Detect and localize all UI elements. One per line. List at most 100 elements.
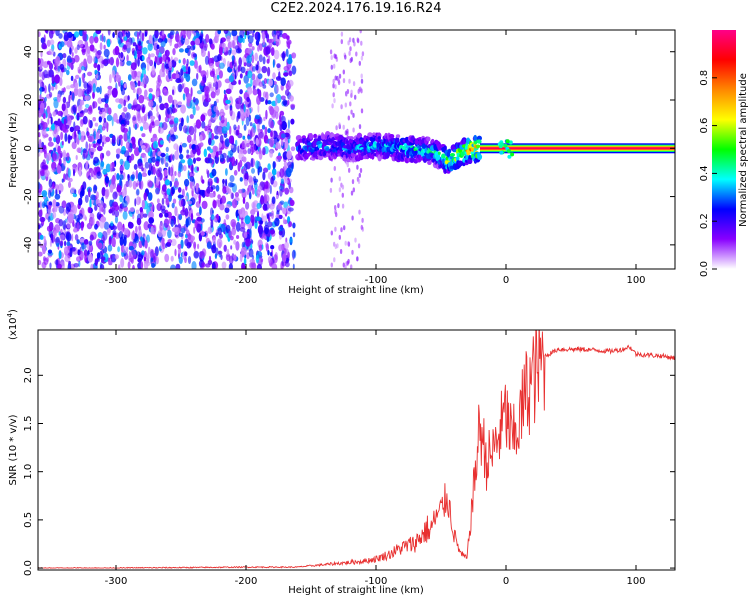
noise-speck [66,241,71,246]
noise-speck [191,78,198,87]
noise-speck [171,99,178,105]
noise-speck [247,30,253,34]
noise-speck [273,254,278,264]
noise-speck [48,189,52,199]
noise-speck [340,39,343,45]
noise-speck [193,226,196,234]
y-tick-label: 0 [23,145,34,151]
noise-speck [244,231,248,239]
noise-speck [164,179,170,186]
noise-speck [351,249,354,255]
noise-speck [216,177,220,184]
noise-speck [78,132,82,141]
noise-speck [123,234,127,240]
noise-speck [239,159,243,168]
noise-speck [238,189,243,194]
noise-speck [169,38,172,47]
noise-speck [59,41,65,48]
noise-speck [138,180,142,189]
noise-speck [49,262,52,269]
noise-speck [208,121,212,127]
noise-speck [94,205,98,211]
noise-speck [218,142,222,148]
noise-speck [118,39,122,45]
noise-speck [262,84,267,89]
noise-speck [140,126,144,132]
noise-speck [97,64,101,72]
noise-speck [150,53,155,58]
noise-speck [285,48,289,57]
noise-speck [281,261,287,267]
noise-speck [93,130,96,140]
noise-speck [247,35,254,44]
noise-speck [193,59,198,69]
noise-speck [270,130,273,138]
noise-speck [82,115,88,125]
noise-speck [136,71,142,78]
spectrogram-marks [38,30,675,269]
noise-speck [238,95,241,104]
noise-speck [120,258,125,268]
noise-speck [200,80,205,87]
noise-speck [187,170,190,180]
noise-speck [228,230,233,239]
noise-speck [131,174,135,180]
noise-speck [159,222,165,231]
noise-speck [132,264,135,269]
noise-speck [291,155,294,164]
noise-speck [193,251,200,259]
noise-speck [341,184,345,190]
noise-speck [250,157,254,168]
noise-speck [263,224,270,234]
noise-speck [259,147,262,155]
noise-speck [192,96,196,103]
signal-blob [455,156,460,161]
noise-speck [255,137,259,146]
noise-speck [177,243,182,250]
noise-speck [77,105,82,113]
noise-speck [281,32,288,39]
noise-speck [246,86,253,95]
noise-speck [140,261,144,269]
noise-speck [292,232,296,238]
noise-speck [350,109,353,115]
noise-speck [233,239,237,245]
noise-speck [46,152,52,161]
snr-ylabel: SNR (10 * v/v) [8,414,19,485]
noise-speck [333,257,336,263]
noise-speck [270,210,275,220]
noise-speck [92,117,96,122]
noise-speck [334,84,337,90]
noise-speck [143,192,147,201]
noise-speck [96,191,99,199]
noise-speck [236,115,239,123]
noise-speck [223,30,229,35]
noise-speck [193,241,197,249]
colorbar-label: Normalized spectral amplitude [738,73,749,227]
noise-speck [129,207,135,213]
noise-speck [243,138,247,147]
noise-speck [120,150,126,155]
noise-speck [122,188,127,197]
noise-speck [74,189,77,195]
noise-speck [223,45,227,53]
noise-speck [106,38,111,48]
noise-speck [182,165,187,172]
noise-speck [120,80,123,86]
signal-blob [394,136,400,144]
noise-speck [63,158,66,167]
noise-speck [287,119,290,130]
noise-speck [237,125,240,130]
noise-speck [237,208,243,215]
noise-speck [340,227,343,233]
noise-speck [226,248,230,255]
noise-speck [79,250,84,261]
noise-speck [169,166,174,177]
noise-speck [61,140,64,146]
noise-speck [182,93,186,101]
noise-speck [177,101,183,106]
noise-speck [71,131,77,140]
noise-speck [112,32,115,38]
noise-speck [235,69,239,77]
noise-speck [132,213,135,220]
